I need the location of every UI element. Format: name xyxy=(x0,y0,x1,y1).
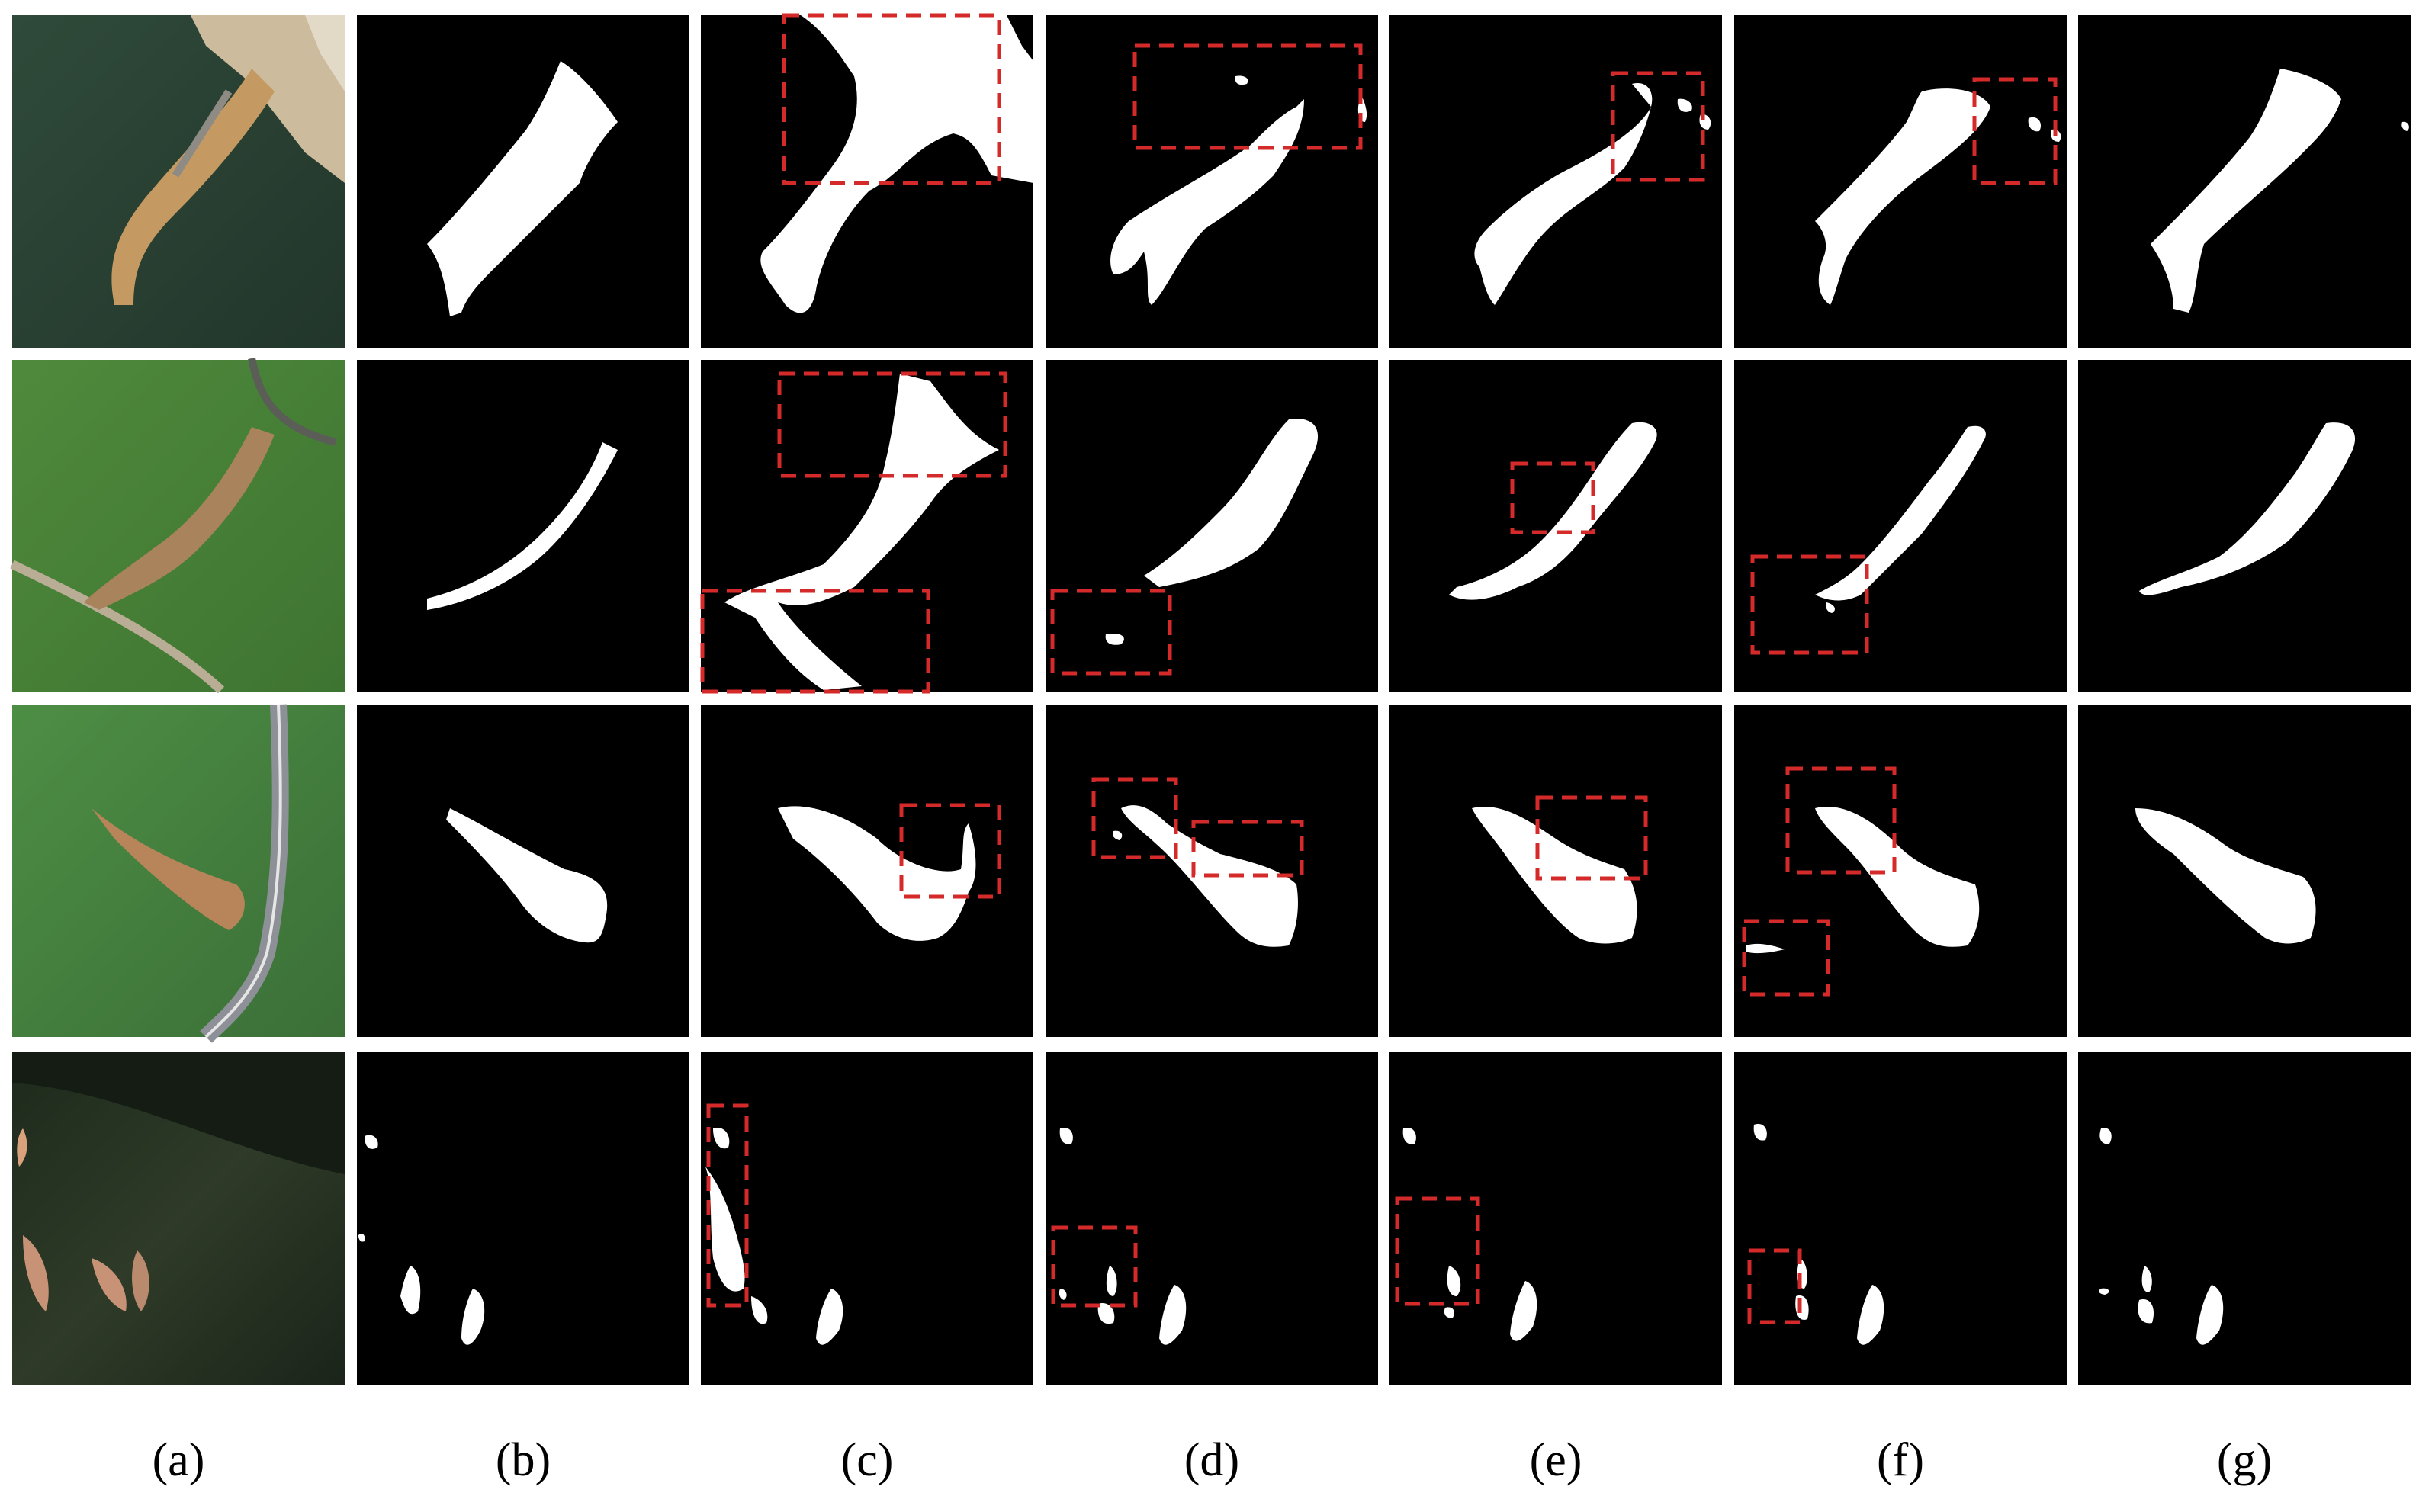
mask-c-row-3 xyxy=(701,705,1033,1037)
input-image-row-2 xyxy=(10,358,345,694)
mask-b-row-3 xyxy=(357,705,689,1037)
mask-g-row-2 xyxy=(2078,360,2411,692)
mask-c-row-1 xyxy=(701,13,1033,348)
mask-d-row-4 xyxy=(1046,1052,1378,1385)
caption-e: (e) xyxy=(1529,1434,1582,1486)
mask-e-row-2 xyxy=(1389,360,1722,692)
input-image-row-1 xyxy=(12,15,345,348)
caption-f: (f) xyxy=(1877,1434,1924,1486)
mask-d-row-2 xyxy=(1046,360,1378,692)
mask-b-row-4 xyxy=(357,1052,689,1385)
mask-f-row-4 xyxy=(1734,1052,2067,1385)
mask-b-row-2 xyxy=(357,360,689,692)
mask-e-row-4 xyxy=(1389,1052,1722,1385)
mask-c-row-4 xyxy=(701,1052,1033,1385)
mask-e-row-1 xyxy=(1389,15,1722,348)
mask-f-row-1 xyxy=(1734,15,2067,348)
mask-g-row-4 xyxy=(2078,1052,2411,1385)
mask-f-row-2 xyxy=(1734,360,2067,692)
input-image-row-4 xyxy=(12,1052,345,1385)
caption-b: (b) xyxy=(495,1434,551,1486)
mask-d-row-1 xyxy=(1046,15,1378,348)
mask-b-row-1 xyxy=(357,15,689,348)
mask-f-row-3 xyxy=(1734,705,2067,1037)
mask-g-row-3 xyxy=(2078,705,2411,1037)
caption-a: (a) xyxy=(152,1434,205,1486)
caption-c: (c) xyxy=(840,1434,894,1486)
mask-g-row-1 xyxy=(2078,15,2411,348)
mask-c-row-2 xyxy=(700,360,1033,694)
mask-d-row-3 xyxy=(1046,705,1378,1037)
caption-g: (g) xyxy=(2216,1434,2273,1486)
caption-d: (d) xyxy=(1184,1434,1240,1486)
mask-e-row-3 xyxy=(1389,705,1722,1037)
input-image-row-3 xyxy=(12,704,345,1043)
